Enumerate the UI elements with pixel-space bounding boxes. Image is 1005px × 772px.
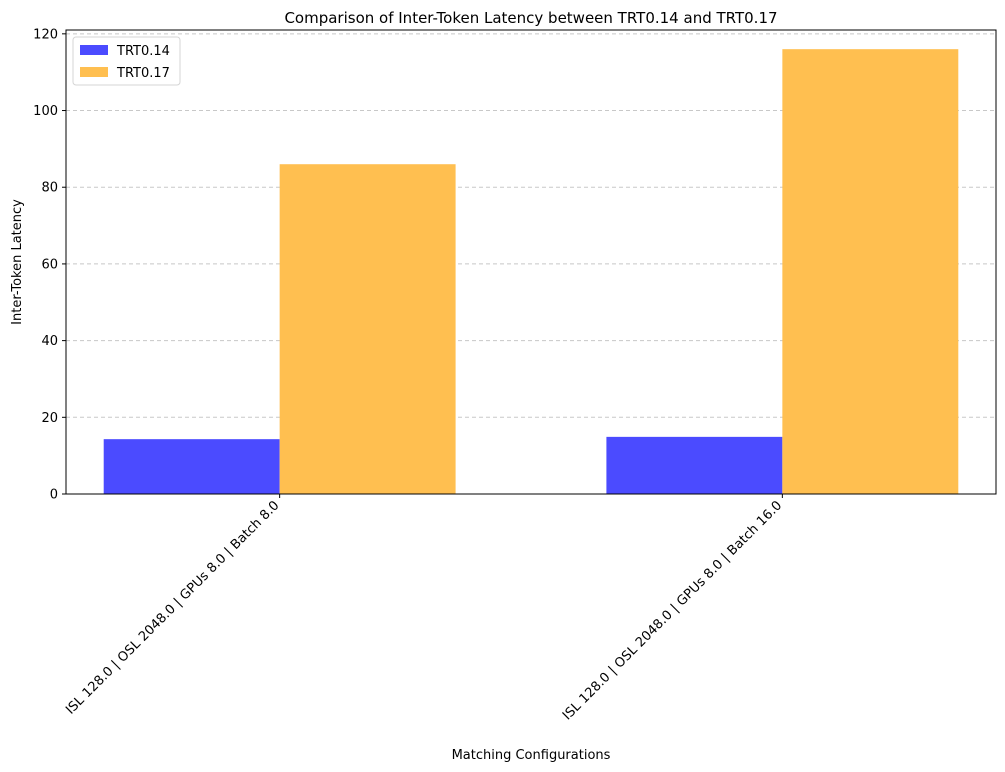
- x-axis-label: Matching Configurations: [452, 748, 611, 763]
- y-tick-label: 60: [41, 257, 58, 272]
- y-tick-label: 40: [41, 334, 58, 349]
- x-tick-label: ISL 128.0 | OSL 2048.0 | GPUs 8.0 | Batc…: [560, 498, 785, 723]
- bar-trt0-17: [279, 164, 456, 494]
- legend-label: TRT0.17: [116, 66, 170, 81]
- y-tick-label: 0: [50, 488, 58, 503]
- legend: TRT0.14 TRT0.17: [72, 36, 181, 86]
- y-tick-label: 120: [33, 27, 58, 42]
- legend-label: TRT0.14: [116, 44, 170, 59]
- y-tick-label: 20: [41, 411, 58, 426]
- bar-trt0-17: [782, 49, 959, 494]
- x-tick-label: ISL 128.0 | OSL 2048.0 | GPUs 8.0 | Batc…: [63, 498, 282, 717]
- legend-swatch: [80, 45, 108, 55]
- y-tick-label: 100: [33, 104, 58, 119]
- y-axis-label: Inter-Token Latency: [10, 199, 25, 325]
- legend-swatch: [80, 67, 108, 77]
- bar-trt0-14: [103, 439, 280, 494]
- y-tick-label: 80: [41, 181, 58, 196]
- bar-trt0-14: [606, 436, 783, 494]
- y-axis: 0 20 40 60 80 100 120: [33, 27, 66, 503]
- gridlines: [66, 33, 996, 418]
- x-axis: ISL 128.0 | OSL 2048.0 | GPUs 8.0 | Batc…: [63, 494, 785, 723]
- bars: [103, 49, 959, 494]
- chart-title: Comparison of Inter-Token Latency betwee…: [284, 9, 777, 27]
- plot-frame: [65, 29, 997, 495]
